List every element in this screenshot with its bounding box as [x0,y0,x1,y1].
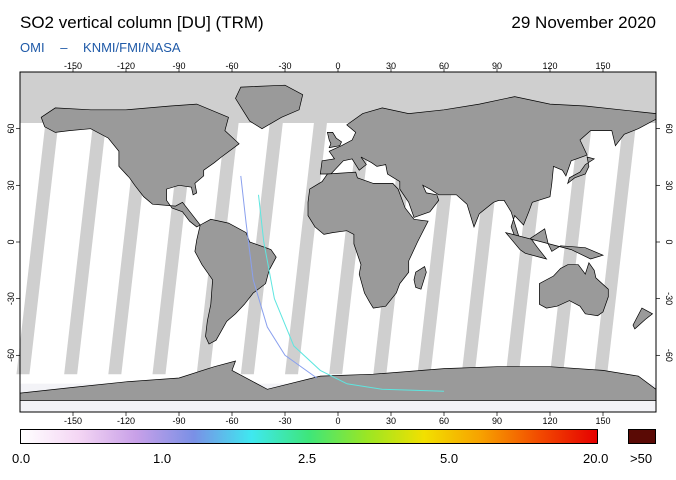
north-america [40,103,240,228]
europe-asia [319,96,657,241]
lon-label-top: 90 [492,61,502,71]
lon-label-top: 0 [335,61,340,71]
nodata-swath [16,113,60,375]
lon-label-bottom: 60 [439,416,449,426]
so2-trail [240,175,318,379]
australia [539,262,609,317]
lon-label-top: -150 [64,61,82,71]
greenland [235,84,304,130]
so2-trail [258,194,348,385]
so2-trail [346,383,445,392]
japan [567,156,596,185]
africa [307,171,429,309]
lon-label-top: 120 [542,61,557,71]
credit-instrument: OMI [20,40,45,55]
lon-label-bottom: -90 [172,416,185,426]
lon-label-bottom: 30 [386,416,396,426]
nodata-swath [594,113,638,375]
credit-line: OMI – KNMI/FMI/NASA [20,40,193,55]
lon-label-top: 60 [439,61,449,71]
map-date: 29 November 2020 [511,13,656,32]
colorbar-label-2: 2.5 [298,451,317,466]
lon-label-top: 150 [595,61,610,71]
colorbar-overflow [628,429,656,444]
nodata-swath [240,113,284,375]
lon-label-bottom: 0 [335,416,340,426]
so2-trails [240,175,445,392]
colorbar-label-1: 1.0 [153,451,172,466]
nodata-swath [64,113,108,375]
lon-label-bottom: -150 [64,416,82,426]
colorbar-label-0: 0.0 [12,451,31,466]
colorbar-label-4: 20.0 [583,451,609,466]
lat-label-right: -60 [664,349,674,362]
lat-label-right: 0 [664,239,674,244]
lat-label-left: -30 [6,292,16,305]
lon-label-bottom: 150 [595,416,610,426]
nodata-swath [550,113,594,375]
map-title: SO2 vertical column [DU] (TRM) [20,13,264,32]
land-masses [19,84,657,402]
lon-label-top: -60 [225,61,238,71]
lon-label-top: -120 [117,61,135,71]
nodata-swath [329,113,373,375]
lon-label-bottom: 120 [542,416,557,426]
colorbar-label-3: 5.0 [440,451,459,466]
axis-ticks: -150 -150 -120 -120 -90 -90 -60 -60 -30 -30 0 0 30 30… [6,61,674,426]
lat-label-left: 0 [6,239,16,244]
indonesia [504,228,605,260]
nodata-swath [285,113,329,375]
lon-label-bottom: -120 [117,416,135,426]
lon-label-top: -90 [172,61,185,71]
uk [326,132,342,149]
colorbar-label-5: >50 [630,451,653,466]
south-america [194,218,277,345]
lon-label-bottom: -60 [225,416,238,426]
lon-label-bottom: -30 [278,416,291,426]
credit-institutions: KNMI/FMI/NASA [83,40,181,55]
madagascar [413,266,427,290]
lat-label-right: -30 [664,292,674,305]
lat-label-right: 60 [664,124,674,134]
lon-label-top: 30 [386,61,396,71]
new-zealand [632,307,654,330]
lat-label-left: 30 [6,180,16,190]
lon-label-top: -30 [278,61,291,71]
lat-label-left: 60 [6,124,16,134]
colorbar [20,429,598,444]
lon-label-bottom: 90 [492,416,502,426]
credit-separator: – [60,40,68,55]
lat-label-left: -60 [6,349,16,362]
lat-label-right: 30 [664,180,674,190]
